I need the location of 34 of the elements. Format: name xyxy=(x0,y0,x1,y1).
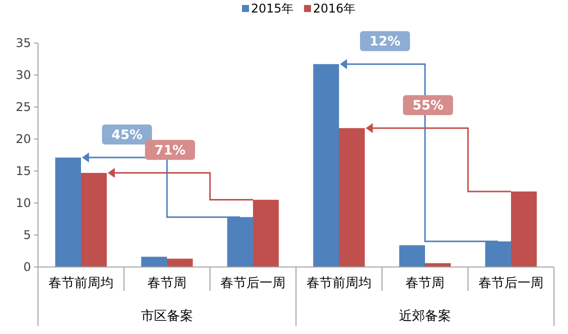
bar xyxy=(141,256,167,267)
x-tick-label: 春节前周均 xyxy=(306,276,372,291)
bar xyxy=(227,217,253,267)
y-tick-label: 30 xyxy=(16,68,31,82)
annotation: 71% xyxy=(154,143,186,158)
x-tick-label: 春节周 xyxy=(148,276,186,291)
x-tick-label: 春节前周均 xyxy=(48,276,114,291)
annotation: 12% xyxy=(369,34,401,50)
y-tick-label: 25 xyxy=(16,100,31,114)
bar xyxy=(339,128,365,267)
y-tick-label: 35 xyxy=(16,36,31,50)
bar xyxy=(511,191,537,267)
bar xyxy=(55,158,81,267)
legend-label: 2016年 xyxy=(313,2,356,16)
x-tick-label: 春节周 xyxy=(406,276,444,291)
bar xyxy=(425,263,451,267)
text: 市区备案 xyxy=(141,308,193,324)
legend-label: 2015年 xyxy=(251,2,294,16)
annotation: 55% xyxy=(412,98,444,114)
bar xyxy=(485,241,511,267)
bar xyxy=(313,64,339,267)
x-tick-label: 春节后一周 xyxy=(220,276,286,291)
annotation: 45% xyxy=(111,128,143,144)
y-tick-label: 5 xyxy=(23,228,31,242)
bar xyxy=(253,200,279,267)
y-tick-label: 20 xyxy=(16,132,31,146)
bar xyxy=(81,172,107,267)
text: 近郊备案 xyxy=(399,308,451,324)
x-tick-label: 春节后一周 xyxy=(478,276,544,291)
bar xyxy=(167,258,193,267)
y-tick-label: 10 xyxy=(16,196,31,210)
y-tick-label: 0 xyxy=(23,260,31,274)
bar xyxy=(399,245,425,267)
y-tick-label: 15 xyxy=(16,164,31,178)
